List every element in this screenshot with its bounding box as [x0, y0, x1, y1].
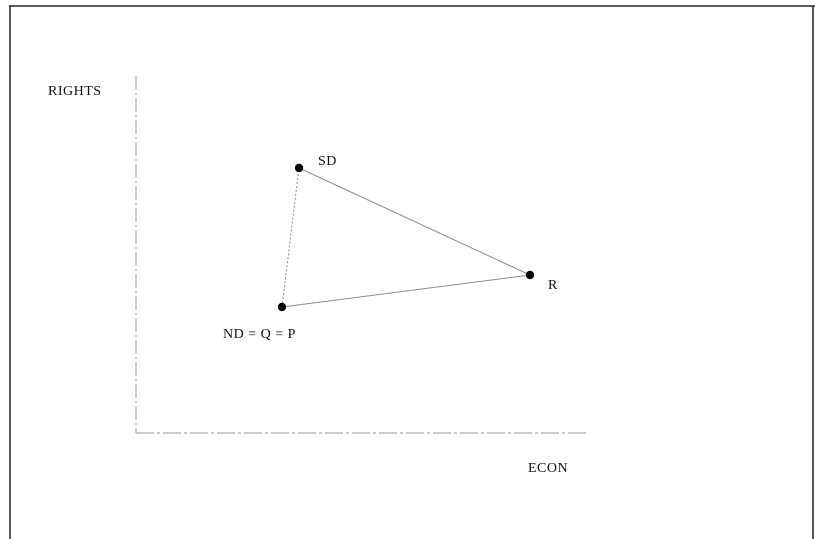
- triangle-edges: [281, 167, 531, 308]
- edge-ndqp-sd: [281, 167, 300, 308]
- y-axis-label: RIGHTS: [48, 84, 102, 99]
- edge-r-ndqp: [281, 274, 531, 308]
- point-label-ndqp: ND = Q = P: [223, 327, 296, 342]
- edge-sd-r: [298, 167, 531, 276]
- point-sd: [294, 163, 304, 173]
- point-r: [525, 270, 535, 280]
- points: [277, 163, 535, 312]
- x-axis-label: ECON: [528, 461, 568, 476]
- point-ndqp: [277, 302, 287, 312]
- axes: [135, 76, 588, 434]
- point-label-r: R: [548, 278, 558, 293]
- frame: [9, 5, 815, 539]
- point-label-sd: SD: [318, 154, 337, 169]
